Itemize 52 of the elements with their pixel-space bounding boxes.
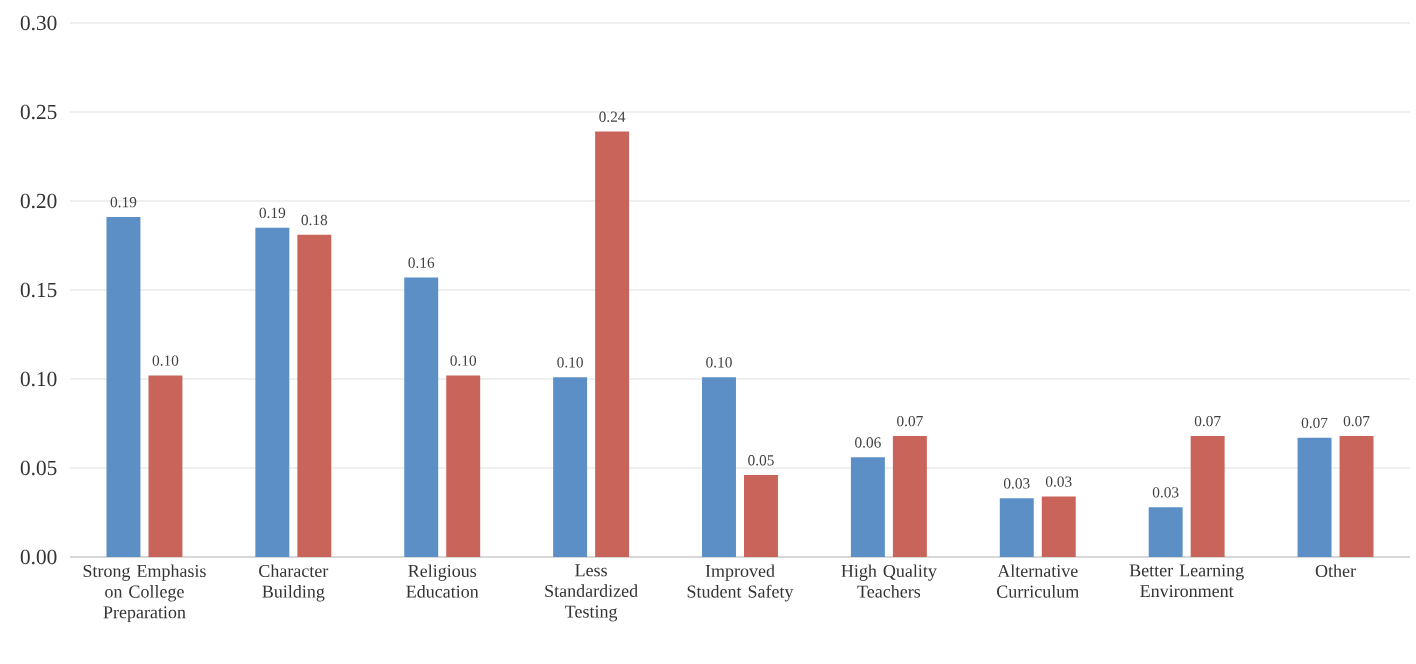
x-tick-label: Other xyxy=(1315,564,1356,578)
data-label: 0.10 xyxy=(152,355,179,366)
bar xyxy=(297,234,332,557)
data-label: 0.03 xyxy=(1003,478,1030,489)
bar xyxy=(892,435,927,557)
data-label: 0.03 xyxy=(1045,476,1072,487)
data-label: 0.19 xyxy=(259,207,286,219)
data-label: 0.18 xyxy=(301,214,328,226)
data-label: 0.19 xyxy=(110,197,137,208)
data-label: 0.16 xyxy=(408,257,435,268)
bar xyxy=(404,277,439,557)
x-tick-label: High Quality Teachers xyxy=(841,564,937,598)
data-label: 0.10 xyxy=(557,357,583,368)
data-label: 0.07 xyxy=(897,415,923,427)
y-tick-label: 0.20 xyxy=(20,193,57,209)
bar xyxy=(255,227,290,557)
data-label: 0.24 xyxy=(599,111,626,122)
bar xyxy=(744,475,778,557)
data-label: 0.03 xyxy=(1152,487,1179,498)
bar xyxy=(1148,507,1183,557)
bar xyxy=(1041,496,1076,557)
x-tick-label: Better Learning Environment xyxy=(1129,564,1244,598)
bar xyxy=(1339,435,1374,557)
x-tick-label: Strong Emphasis on College Preparation xyxy=(83,564,206,623)
data-label: 0.06 xyxy=(855,437,881,448)
y-tick-label: 0.05 xyxy=(20,460,57,476)
y-tick-label: 0.25 xyxy=(20,104,57,120)
x-tick-label: Character Building xyxy=(259,564,329,602)
bar xyxy=(850,457,885,557)
bar xyxy=(446,375,481,557)
data-label: 0.10 xyxy=(450,355,477,366)
x-tick-label: Improved Student Safety xyxy=(687,564,794,602)
bar xyxy=(148,375,183,557)
x-tick-label: Less Standardized Testing xyxy=(545,564,638,622)
bar xyxy=(702,377,736,557)
bar xyxy=(553,377,588,557)
data-label: 0.10 xyxy=(706,357,732,368)
bar xyxy=(106,217,141,557)
bar xyxy=(595,131,630,557)
y-tick-label: 0.00 xyxy=(20,549,57,565)
x-tick-label: Religious Education xyxy=(406,564,479,598)
x-tick-label: Alternative Curriculum xyxy=(997,564,1079,598)
data-label: 0.05 xyxy=(748,455,774,466)
y-tick-label: 0.30 xyxy=(20,15,57,31)
y-tick-label: 0.10 xyxy=(20,371,57,387)
bar xyxy=(1297,437,1332,557)
bar xyxy=(999,498,1034,557)
data-label: 0.07 xyxy=(1343,415,1370,427)
data-label: 0.07 xyxy=(1301,417,1328,429)
y-tick-label: 0.15 xyxy=(20,282,57,298)
bar xyxy=(1190,435,1225,557)
data-label: 0.07 xyxy=(1194,415,1221,427)
